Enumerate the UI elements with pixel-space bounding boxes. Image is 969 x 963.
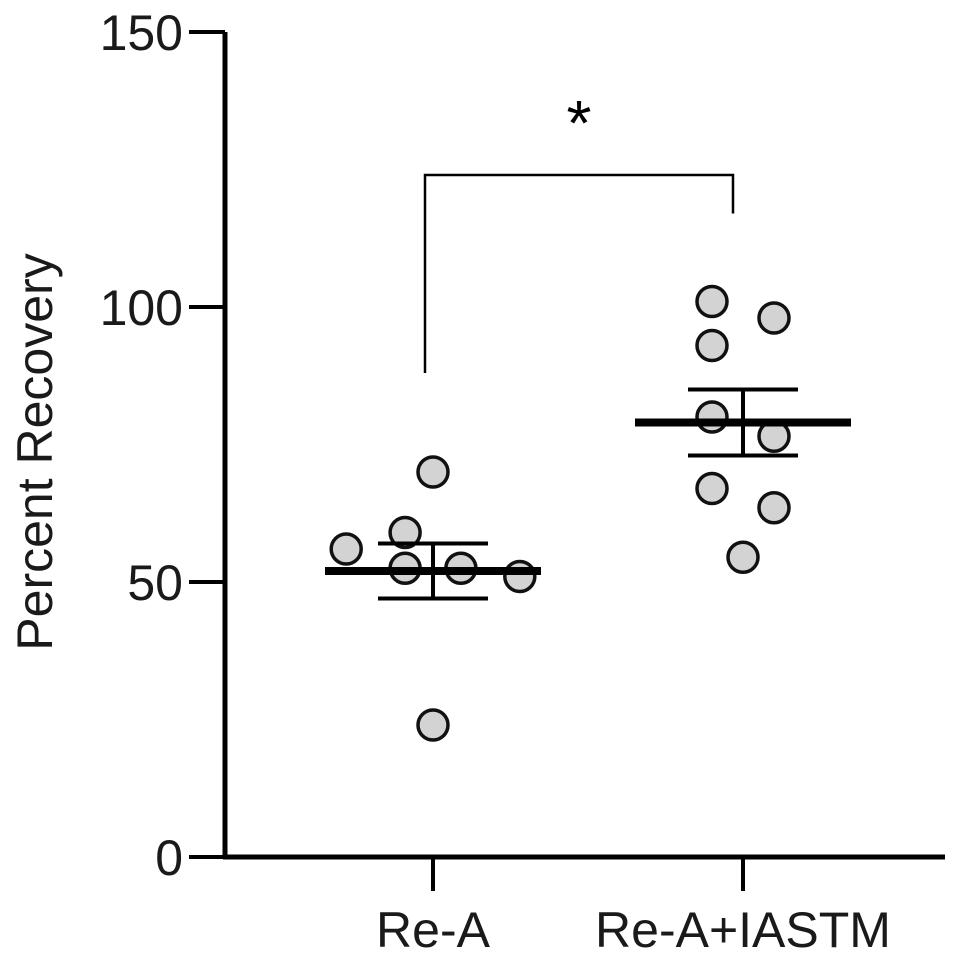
data-point xyxy=(329,532,363,566)
data-point xyxy=(695,400,729,434)
data-point xyxy=(416,455,450,489)
data-point xyxy=(695,284,729,319)
y-tick-label: 100 xyxy=(100,280,183,336)
data-point xyxy=(503,559,537,594)
data-point xyxy=(757,491,791,525)
significance-label: * xyxy=(567,87,592,159)
significance-bracket: * xyxy=(423,87,735,373)
y-tick-label: 50 xyxy=(127,555,183,611)
y-axis: 0 50 100 150 xyxy=(100,5,228,886)
data-point xyxy=(695,328,729,363)
data-point xyxy=(695,471,729,506)
data-point xyxy=(416,708,450,742)
x-tick-label: Re-A xyxy=(376,902,491,958)
significance-bracket-line xyxy=(423,173,735,373)
data-point xyxy=(757,301,791,335)
y-tick-label: 0 xyxy=(155,830,183,886)
data-point xyxy=(726,540,760,574)
x-tick-label: Re-A+IASTM xyxy=(595,902,891,958)
data-points xyxy=(329,284,791,742)
y-axis-title: Percent Recovery xyxy=(7,253,63,650)
x-axis: Re-A Re-A+IASTM xyxy=(223,854,945,958)
y-tick-label: 150 xyxy=(100,5,183,61)
mean-error-bars xyxy=(325,387,851,601)
data-point xyxy=(388,515,422,550)
